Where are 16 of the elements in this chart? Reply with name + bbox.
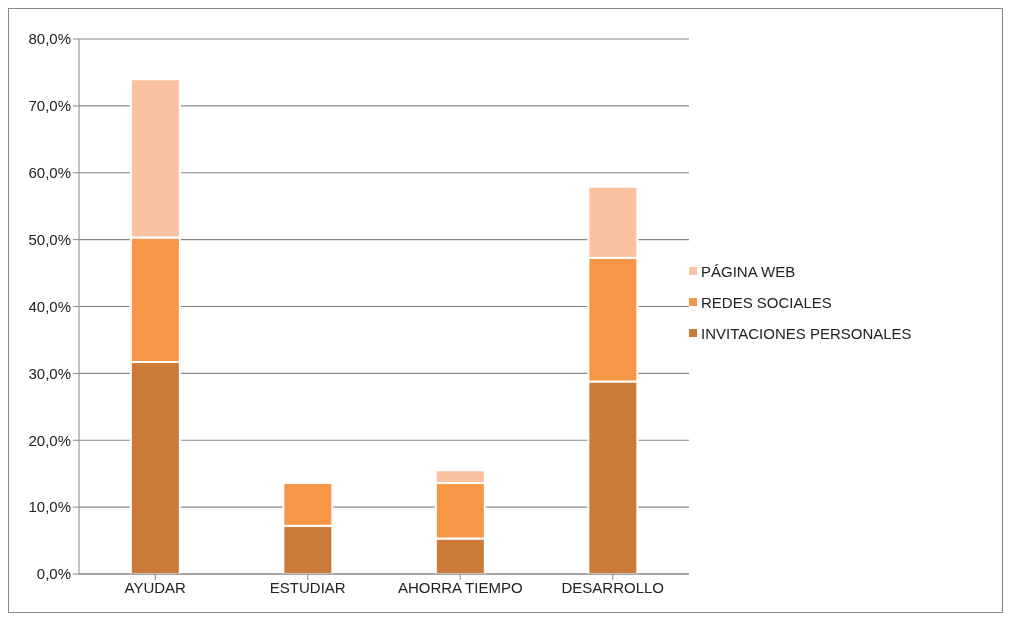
legend-label: PÁGINA WEB <box>701 262 796 280</box>
y-tick-label: 0,0% <box>36 565 71 583</box>
y-tick-label: 70,0% <box>28 97 71 115</box>
x-tick-label: AHORRA TIEMPO <box>397 578 523 596</box>
y-tick-label: 40,0% <box>28 297 71 315</box>
x-tick-label: ESTUDIAR <box>269 578 346 596</box>
legend-label: INVITACIONES PERSONALES <box>701 324 912 342</box>
x-tick-label: AYUDAR <box>124 578 187 596</box>
y-tick-label: 60,0% <box>28 164 71 182</box>
legend-label: REDES SOCIALES <box>701 293 832 311</box>
y-tick-label: 50,0% <box>28 230 71 248</box>
y-tick-label: 80,0% <box>28 30 71 48</box>
y-tick-label: 10,0% <box>28 498 71 516</box>
x-tick-label: DESARROLLO <box>561 578 665 596</box>
y-tick-label: 30,0% <box>28 364 71 382</box>
y-tick-label: 20,0% <box>28 431 71 449</box>
